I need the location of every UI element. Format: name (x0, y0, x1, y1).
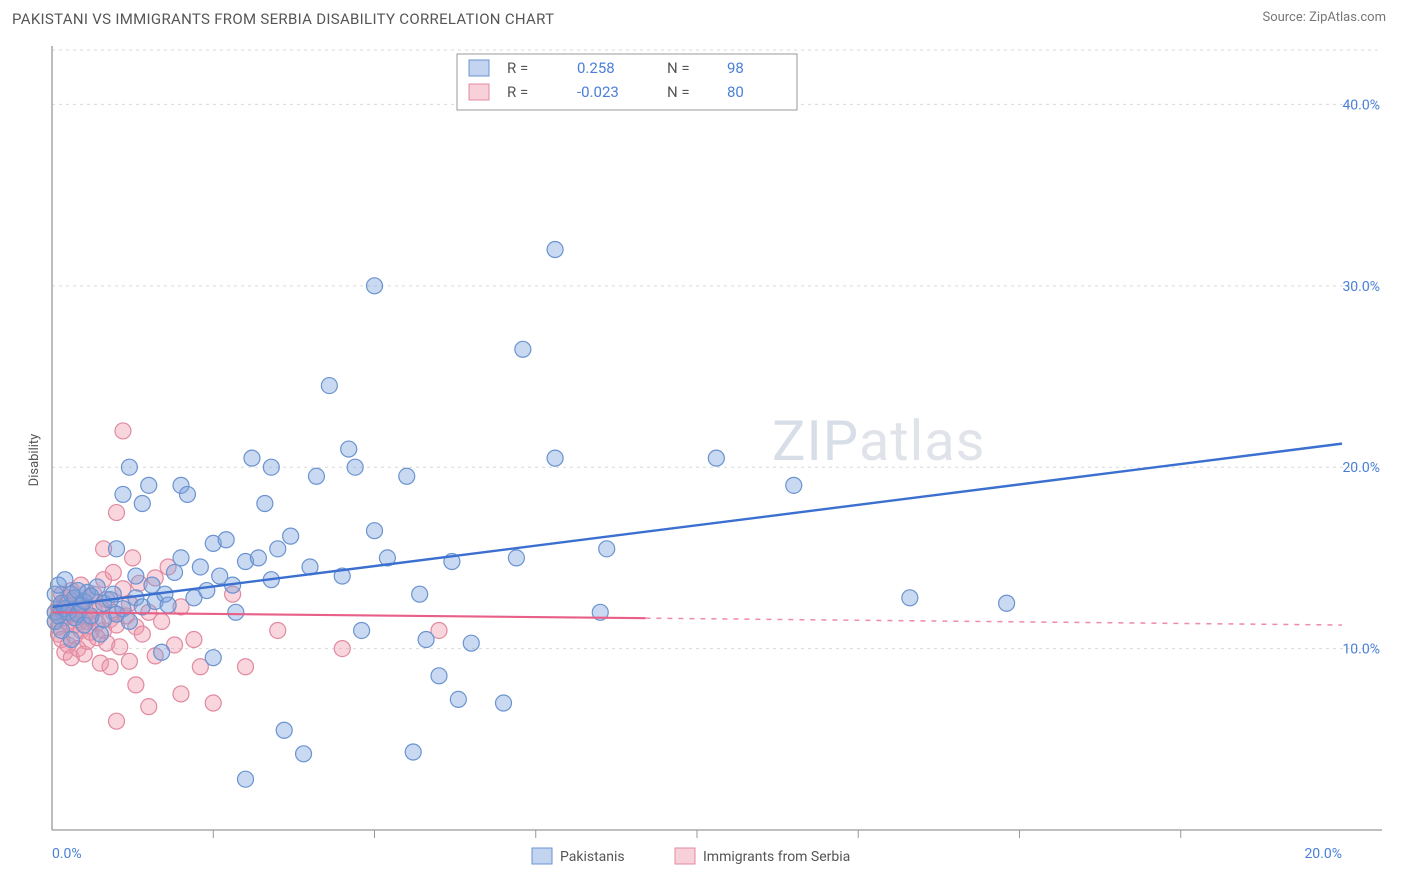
data-point-pakistanis (599, 541, 615, 557)
data-point-pakistanis (515, 341, 531, 357)
data-point-pakistanis (238, 771, 254, 787)
data-point-serbia (334, 641, 350, 657)
data-point-serbia (125, 550, 141, 566)
legend-swatch-serbia (469, 84, 489, 100)
data-point-pakistanis (173, 550, 189, 566)
data-point-serbia (112, 639, 128, 655)
y-axis-label: Disability (27, 434, 42, 487)
data-point-pakistanis (999, 595, 1015, 611)
watermark: ZIPatlas (772, 408, 986, 474)
trendline-pakistanis (52, 444, 1342, 607)
data-point-pakistanis (367, 278, 383, 294)
data-point-serbia (238, 659, 254, 675)
data-point-pakistanis (154, 644, 170, 660)
data-point-pakistanis (308, 468, 324, 484)
data-point-serbia (115, 423, 131, 439)
data-point-pakistanis (296, 746, 312, 762)
data-point-serbia (128, 677, 144, 693)
data-point-pakistanis (250, 550, 266, 566)
data-point-pakistanis (160, 597, 176, 613)
x-tick-label: 20.0% (1304, 846, 1342, 862)
data-point-serbia (121, 653, 137, 669)
data-point-pakistanis (128, 568, 144, 584)
y-tick-label: 20.0% (1342, 460, 1380, 476)
data-point-pakistanis (463, 635, 479, 651)
data-point-serbia (186, 632, 202, 648)
data-point-pakistanis (92, 626, 108, 642)
data-point-serbia (141, 699, 157, 715)
data-point-pakistanis (141, 477, 157, 493)
legend-r-value-pakistanis: 0.258 (577, 59, 615, 77)
data-point-pakistanis (450, 691, 466, 707)
data-point-pakistanis (902, 590, 918, 606)
bottom-legend-label-serbia: Immigrants from Serbia (703, 849, 850, 865)
data-point-pakistanis (786, 477, 802, 493)
legend-n-value-pakistanis: 98 (727, 59, 744, 77)
legend-r-value-serbia: -0.023 (577, 83, 619, 101)
data-point-pakistanis (412, 586, 428, 602)
legend-r-label: R = (507, 83, 528, 101)
data-point-serbia (134, 626, 150, 642)
chart-title: PAKISTANI VS IMMIGRANTS FROM SERBIA DISA… (12, 10, 554, 28)
data-point-pakistanis (367, 523, 383, 539)
data-point-pakistanis (341, 441, 357, 457)
data-point-pakistanis (405, 744, 421, 760)
data-point-pakistanis (496, 695, 512, 711)
bottom-legend-swatch-pakistanis (532, 848, 552, 864)
y-tick-label: 10.0% (1342, 642, 1380, 658)
data-point-pakistanis (228, 604, 244, 620)
data-point-pakistanis (205, 650, 221, 666)
legend-n-label: N = (667, 83, 690, 101)
data-point-pakistanis (347, 459, 363, 475)
legend-r-label: R = (507, 59, 528, 77)
data-point-serbia (102, 659, 118, 675)
y-tick-label: 30.0% (1342, 279, 1380, 295)
data-point-pakistanis (321, 378, 337, 394)
data-point-serbia (109, 505, 125, 521)
x-tick-label: 0.0% (52, 846, 82, 862)
data-point-pakistanis (89, 579, 105, 595)
data-point-pakistanis (283, 528, 299, 544)
trendline-serbia-extrapolated (645, 618, 1342, 625)
data-point-pakistanis (134, 495, 150, 511)
data-point-serbia (173, 686, 189, 702)
data-point-pakistanis (192, 559, 208, 575)
data-point-serbia (154, 613, 170, 629)
data-point-pakistanis (244, 450, 260, 466)
data-point-pakistanis (121, 459, 137, 475)
data-point-pakistanis (121, 613, 137, 629)
data-point-pakistanis (508, 550, 524, 566)
data-point-serbia (205, 695, 221, 711)
data-point-pakistanis (263, 459, 279, 475)
data-point-pakistanis (418, 632, 434, 648)
data-point-pakistanis (547, 242, 563, 258)
data-point-serbia (105, 564, 121, 580)
data-point-pakistanis (57, 572, 73, 588)
legend-n-value-serbia: 80 (727, 83, 744, 101)
data-point-pakistanis (179, 486, 195, 502)
data-point-pakistanis (115, 486, 131, 502)
data-point-pakistanis (167, 564, 183, 580)
data-point-pakistanis (270, 541, 286, 557)
y-tick-label: 40.0% (1342, 97, 1380, 113)
data-point-pakistanis (399, 468, 415, 484)
data-point-serbia (109, 713, 125, 729)
data-point-pakistanis (63, 632, 79, 648)
data-point-pakistanis (218, 532, 234, 548)
correlation-scatter-chart: ZIPatlas 0.0% 20.0% 10.0% 20.0% 30.0% 40.0% R =… (12, 40, 1394, 880)
data-point-serbia (270, 622, 286, 638)
source-attribution: Source: ZipAtlas.com (1262, 10, 1386, 25)
bottom-legend-label-pakistanis: Pakistanis (560, 849, 625, 865)
data-point-pakistanis (276, 722, 292, 738)
data-point-pakistanis (547, 450, 563, 466)
data-point-pakistanis (708, 450, 724, 466)
bottom-legend-swatch-serbia (675, 848, 695, 864)
data-point-pakistanis (199, 583, 215, 599)
legend-swatch-pakistanis (469, 60, 489, 76)
data-point-pakistanis (109, 541, 125, 557)
legend-n-label: N = (667, 59, 690, 77)
data-point-pakistanis (354, 622, 370, 638)
data-point-pakistanis (257, 495, 273, 511)
data-point-pakistanis (431, 668, 447, 684)
